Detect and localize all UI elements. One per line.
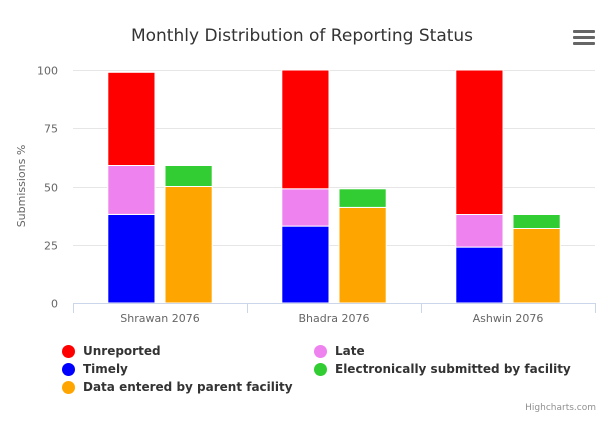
chart-title: Monthly Distribution of Reporting Status <box>131 26 473 46</box>
bar-late[interactable] <box>281 188 330 227</box>
legend-label: Timely <box>83 362 128 376</box>
legend-marker <box>62 362 75 376</box>
legend-marker <box>62 380 75 394</box>
credits-link[interactable]: Highcharts.com <box>525 403 596 413</box>
bar-electronically-submitted-by-facility[interactable] <box>338 188 387 208</box>
legend: Unreported Late Timely Electronically su… <box>62 340 582 400</box>
legend-item-late[interactable]: Late <box>314 344 365 358</box>
y-tick-label: 75 <box>44 123 58 136</box>
bar-late[interactable] <box>455 214 504 248</box>
bar-unreported[interactable] <box>455 69 504 215</box>
legend-marker <box>62 344 75 358</box>
bar-unreported[interactable] <box>281 69 330 190</box>
bar-electronically-submitted-by-facility[interactable] <box>164 165 213 187</box>
legend-marker <box>314 344 327 358</box>
legend-label: Data entered by parent facility <box>83 380 293 394</box>
x-tick-label: Bhadra 2076 <box>299 312 370 325</box>
y-tick-label: 50 <box>44 182 58 195</box>
legend-item-unreported[interactable]: Unreported <box>62 344 161 358</box>
bar-late[interactable] <box>107 165 156 215</box>
bar-timely[interactable] <box>107 214 156 304</box>
hamburger-menu-icon[interactable] <box>573 30 595 48</box>
legend-item-electronically-submitted[interactable]: Electronically submitted by facility <box>314 362 571 376</box>
y-tick-label: 25 <box>44 240 58 253</box>
bar-timely[interactable] <box>455 246 504 304</box>
legend-marker <box>314 362 327 376</box>
bar-data-entered-by-parent-facility[interactable] <box>164 186 213 304</box>
x-tick-label: Ashwin 2076 <box>473 312 544 325</box>
legend-label: Late <box>335 344 365 358</box>
bar-data-entered-by-parent-facility[interactable] <box>338 207 387 304</box>
bar-data-entered-by-parent-facility[interactable] <box>512 227 561 304</box>
y-tick-label: 100 <box>37 65 58 78</box>
bar-timely[interactable] <box>281 225 330 304</box>
y-tick-label: 0 <box>51 298 58 311</box>
legend-label: Unreported <box>83 344 161 358</box>
legend-item-parent-facility[interactable]: Data entered by parent facility <box>62 380 293 394</box>
bar-unreported[interactable] <box>107 71 156 166</box>
legend-label: Electronically submitted by facility <box>335 362 571 376</box>
x-tick-label: Shrawan 2076 <box>120 312 199 325</box>
legend-item-timely[interactable]: Timely <box>62 362 128 376</box>
bar-electronically-submitted-by-facility[interactable] <box>512 214 561 229</box>
y-axis-title: Submissions % <box>15 145 28 228</box>
